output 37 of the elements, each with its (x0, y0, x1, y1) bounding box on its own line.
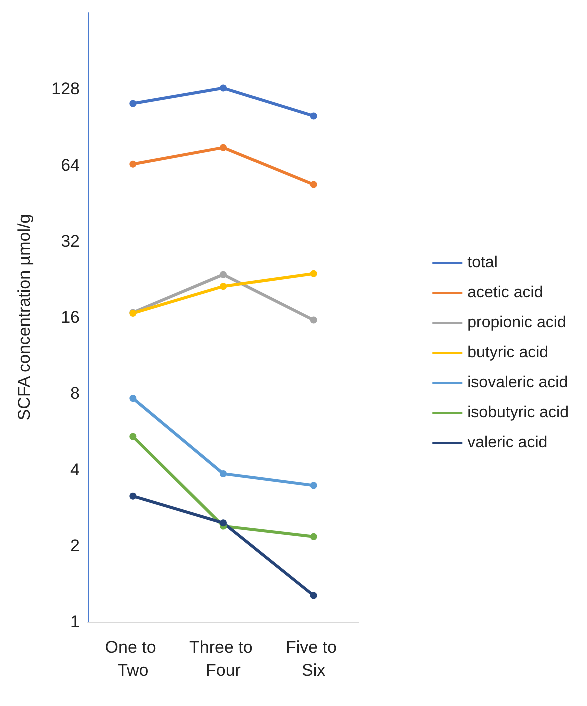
legend-label: acetic acid (468, 284, 544, 302)
point (130, 492, 137, 500)
legend-label: isovaleric acid (468, 374, 568, 392)
x-tick-label: Three to Four (189, 638, 258, 680)
y-tick-label: 4 (70, 460, 80, 480)
legend-label: isobutyric acid (468, 404, 569, 422)
point (130, 100, 137, 108)
legend-label: butyric acid (468, 344, 549, 362)
point (220, 520, 227, 527)
legend-label: propionic acid (468, 314, 566, 332)
point (310, 112, 318, 120)
point (130, 395, 137, 402)
x-tick-label: One to Two (105, 638, 162, 680)
y-tick-label: 128 (52, 80, 80, 99)
point (310, 270, 318, 278)
point (310, 316, 318, 324)
point (220, 271, 227, 278)
point (220, 84, 227, 92)
point (310, 482, 318, 490)
y-tick-label: 1 (70, 612, 80, 632)
point (220, 470, 227, 478)
y-tick-label: 2 (70, 536, 80, 556)
point (220, 283, 227, 290)
y-tick-label: 16 (61, 308, 80, 327)
point (310, 533, 318, 540)
point (130, 160, 137, 168)
point (310, 181, 318, 188)
x-tick-label: Five to Six (286, 638, 342, 680)
point (310, 592, 318, 600)
legend-label: valeric acid (468, 434, 548, 452)
point (130, 433, 137, 440)
y-tick-label: 8 (70, 384, 80, 404)
y-axis-title: SCFA concentration µmol/g (15, 214, 34, 421)
y-tick-label: 32 (61, 232, 80, 251)
point (220, 144, 227, 152)
legend-label: total (468, 254, 498, 272)
y-tick-label: 64 (61, 156, 80, 175)
